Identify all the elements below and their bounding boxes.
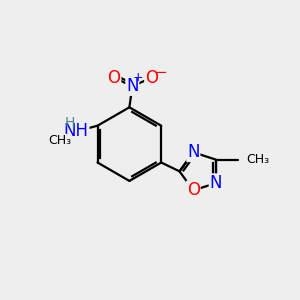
Text: −: − (154, 65, 167, 80)
Text: CH₃: CH₃ (48, 134, 71, 148)
Text: +: + (132, 71, 143, 84)
Text: N: N (126, 77, 139, 95)
Text: O: O (187, 182, 200, 200)
Text: N: N (187, 143, 200, 161)
Text: N: N (209, 174, 222, 192)
Text: NH: NH (64, 122, 89, 140)
Text: O: O (108, 69, 121, 87)
Text: CH₃: CH₃ (247, 153, 270, 166)
Text: H: H (64, 116, 75, 130)
Text: O: O (145, 69, 158, 87)
